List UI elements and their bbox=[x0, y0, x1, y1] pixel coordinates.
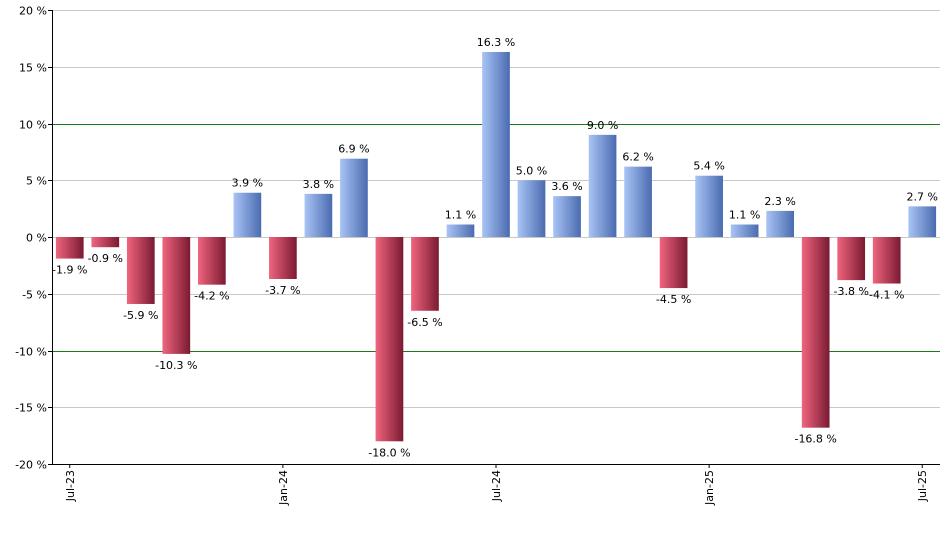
data-label: -5.9 % bbox=[123, 309, 158, 322]
data-label: -16.8 % bbox=[794, 433, 836, 446]
data-label: 3.8 % bbox=[303, 178, 334, 191]
bar bbox=[411, 237, 439, 311]
data-label: 16.3 % bbox=[477, 36, 515, 49]
bar bbox=[659, 237, 688, 289]
data-label: 3.9 % bbox=[232, 177, 263, 190]
data-label: -3.8 % bbox=[833, 285, 868, 298]
x-tick-label: Jul-23 bbox=[64, 470, 77, 502]
y-tick-label: -5 % bbox=[22, 289, 47, 302]
x-tick-label: Jul-25 bbox=[916, 470, 929, 502]
bar bbox=[197, 237, 226, 285]
y-tick-label: 5 % bbox=[26, 175, 47, 188]
bar bbox=[730, 224, 759, 237]
data-label: -6.5 % bbox=[407, 316, 442, 329]
data-labels: -1.9 %-0.9 % -5.9 % -10.3 % -4.2 % 3.9 % -3.7… bbox=[52, 36, 938, 459]
bar bbox=[517, 180, 546, 237]
bar bbox=[304, 193, 333, 237]
bar bbox=[624, 166, 652, 237]
x-tick-label: Jan-24 bbox=[277, 470, 290, 506]
bar bbox=[446, 224, 475, 237]
bar bbox=[695, 175, 723, 237]
bar bbox=[91, 237, 120, 248]
data-label: 5.4 % bbox=[693, 160, 724, 173]
bars bbox=[55, 51, 937, 442]
data-label: 9.0 % bbox=[587, 119, 618, 132]
bar bbox=[233, 192, 262, 237]
bar bbox=[55, 237, 84, 259]
bar bbox=[340, 158, 368, 237]
y-tick-label: 0 % bbox=[26, 232, 47, 245]
data-label: 6.2 % bbox=[622, 151, 653, 164]
data-label: 2.7 % bbox=[907, 190, 938, 203]
data-label: -0.9 % bbox=[88, 252, 123, 265]
bar bbox=[837, 237, 866, 281]
bar bbox=[269, 237, 297, 279]
data-label: -4.5 % bbox=[656, 293, 691, 306]
bar bbox=[126, 237, 155, 304]
bar bbox=[801, 237, 830, 428]
y-tick-label: -20 % bbox=[15, 459, 47, 472]
bar bbox=[482, 51, 510, 238]
bar bbox=[553, 196, 581, 237]
data-label: 6.9 % bbox=[338, 143, 369, 156]
data-label: -10.3 % bbox=[155, 359, 197, 372]
x-tick-label: Jan-25 bbox=[703, 470, 716, 506]
data-label: -4.1 % bbox=[869, 289, 904, 302]
data-label: 2.3 % bbox=[764, 195, 795, 208]
data-label: 1.1 % bbox=[445, 209, 476, 222]
bar bbox=[162, 237, 191, 354]
x-tick-label: Jul-24 bbox=[490, 470, 503, 502]
bar bbox=[375, 237, 404, 442]
y-tick-label: 15 % bbox=[19, 62, 47, 75]
axes: 20 % 15 % 10 % 5 % 0 % -5 % -10 % -15 % -20 % Jul… bbox=[15, 5, 940, 506]
data-label: 5.0 % bbox=[516, 164, 547, 177]
bar bbox=[588, 134, 617, 237]
y-tick-label: -15 % bbox=[15, 402, 47, 415]
data-label: -18.0 % bbox=[368, 446, 410, 459]
y-tick-label: -10 % bbox=[15, 346, 47, 359]
y-tick-label: 20 % bbox=[19, 5, 47, 18]
bar bbox=[908, 206, 937, 237]
bar bbox=[766, 210, 795, 237]
data-label: -3.7 % bbox=[265, 284, 300, 297]
data-label: 3.6 % bbox=[551, 180, 582, 193]
data-label: 1.1 % bbox=[729, 209, 760, 222]
y-tick-label: 10 % bbox=[19, 119, 47, 132]
data-label: -4.2 % bbox=[194, 290, 229, 303]
data-label: -1.9 % bbox=[52, 264, 87, 277]
bar bbox=[872, 237, 901, 284]
